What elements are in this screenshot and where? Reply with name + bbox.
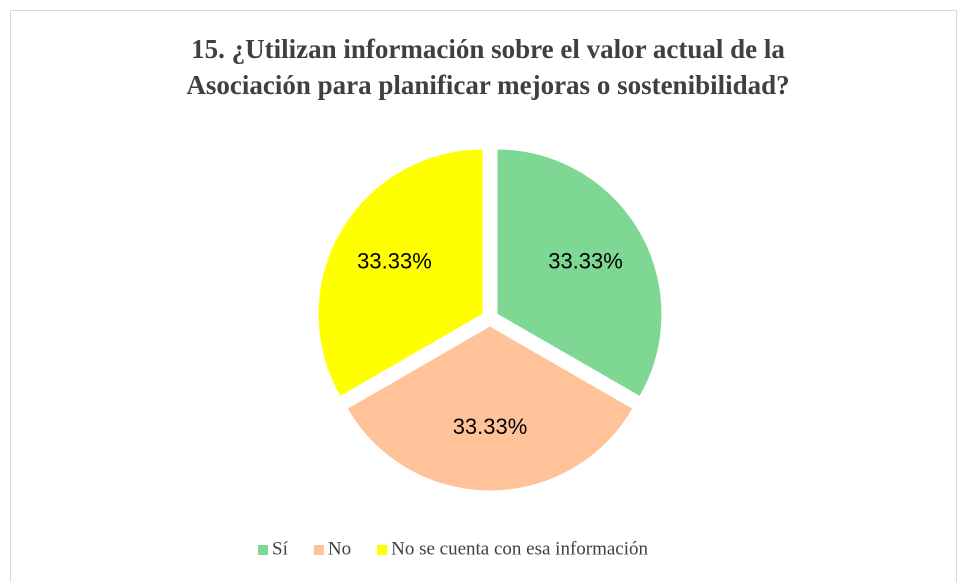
legend-swatch	[313, 545, 324, 555]
data-label: 33.33%	[548, 249, 623, 274]
legend-swatch	[258, 545, 268, 555]
chart-title: 15. ¿Utilizan información sobre el valor…	[191, 34, 785, 64]
chart-title: Asociación para planificar mejoras o sos…	[186, 70, 789, 100]
pie-slice	[346, 325, 634, 492]
data-label: 33.33%	[453, 414, 528, 439]
legend-label: No	[328, 538, 351, 559]
legend-label: No se cuenta con esa información	[391, 538, 648, 559]
pie-slice	[496, 148, 663, 398]
legend-swatch	[377, 545, 388, 555]
pie-slice	[317, 148, 484, 398]
legend-label: Sí	[272, 538, 289, 559]
data-label: 33.33%	[357, 249, 432, 274]
